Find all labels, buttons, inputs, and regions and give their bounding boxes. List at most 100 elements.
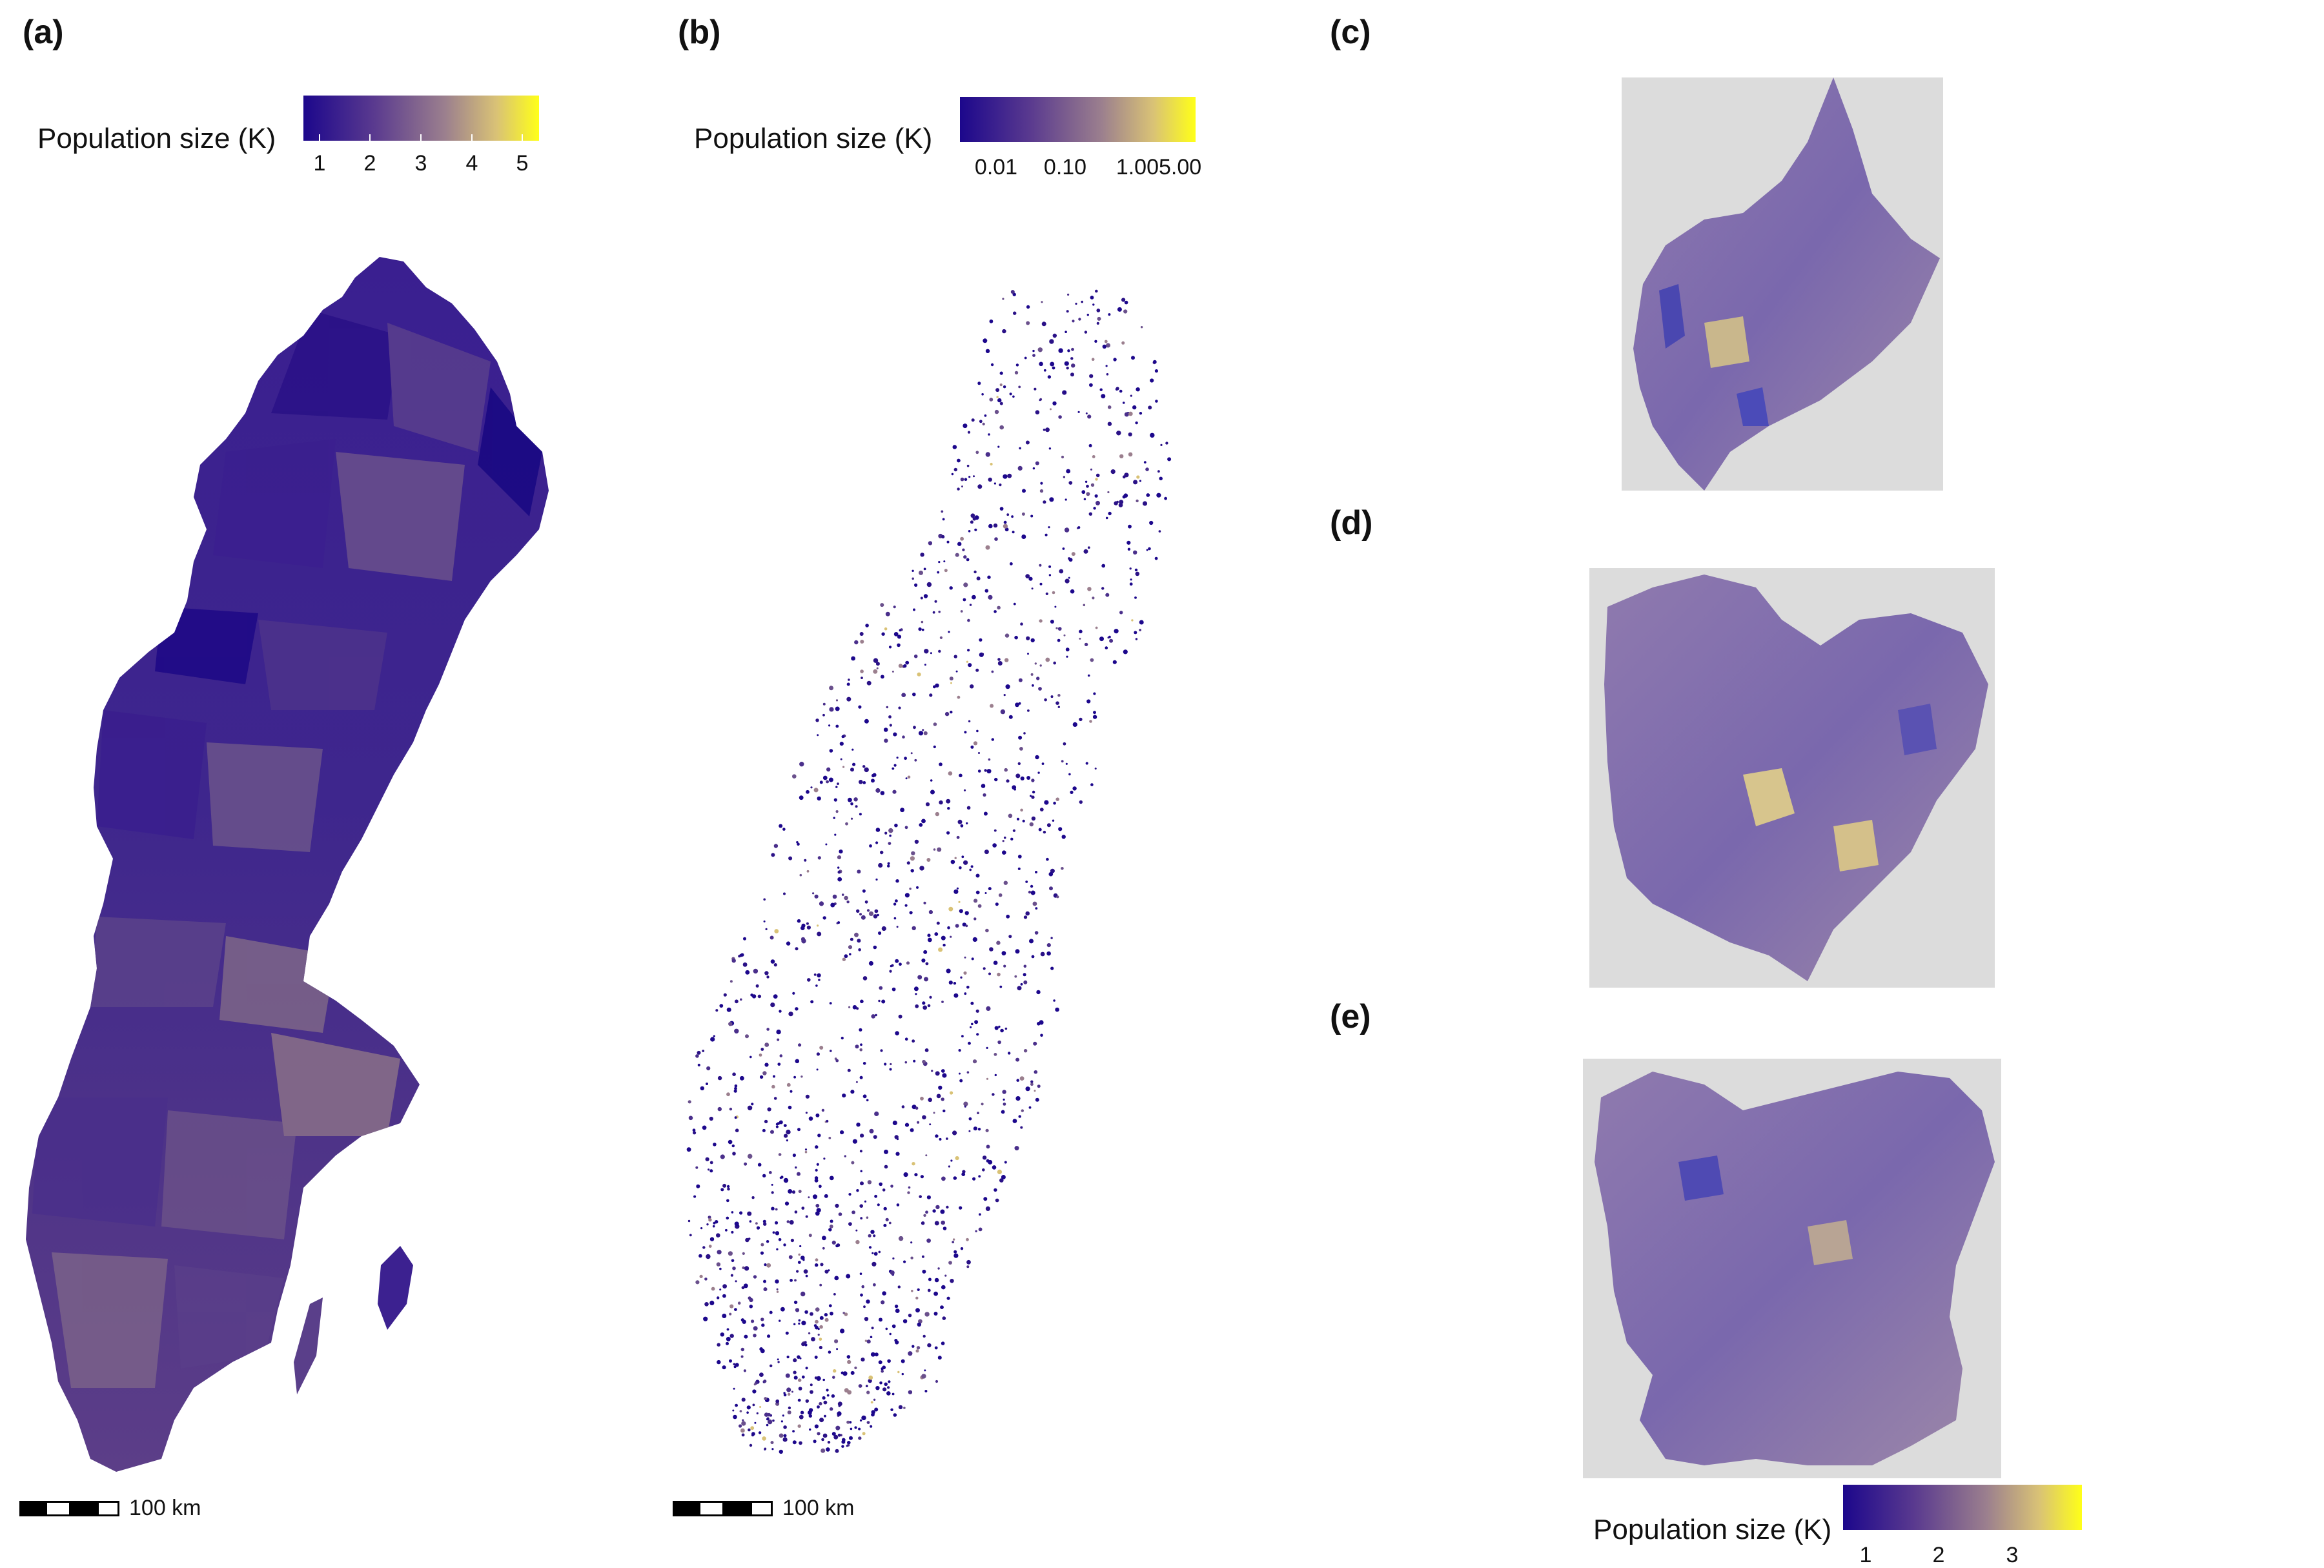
population-point bbox=[776, 1248, 779, 1251]
population-point bbox=[1023, 732, 1026, 735]
population-point bbox=[794, 1279, 797, 1282]
population-point bbox=[1043, 830, 1046, 834]
population-point bbox=[889, 970, 892, 973]
population-point bbox=[868, 911, 874, 916]
population-point bbox=[817, 1334, 820, 1336]
population-point bbox=[793, 1323, 796, 1325]
population-point bbox=[864, 1200, 867, 1203]
population-point bbox=[994, 1188, 997, 1192]
population-point bbox=[735, 1363, 739, 1367]
population-point bbox=[815, 984, 818, 987]
population-point bbox=[837, 855, 842, 860]
population-point bbox=[972, 1177, 976, 1181]
population-point bbox=[779, 824, 783, 828]
population-point bbox=[788, 856, 793, 860]
population-point bbox=[955, 1156, 959, 1161]
population-point bbox=[910, 1256, 913, 1259]
population-point bbox=[933, 722, 937, 726]
population-point bbox=[1057, 627, 1062, 631]
population-point bbox=[785, 1373, 790, 1378]
population-point bbox=[873, 669, 878, 674]
population-point bbox=[973, 899, 978, 903]
population-point bbox=[924, 1312, 930, 1317]
population-point bbox=[1046, 823, 1051, 828]
population-point bbox=[1086, 484, 1089, 488]
population-point bbox=[840, 1329, 845, 1334]
population-point bbox=[844, 1388, 849, 1393]
population-point bbox=[1014, 975, 1017, 978]
population-point bbox=[826, 780, 829, 784]
population-point bbox=[713, 1143, 717, 1146]
population-point bbox=[1003, 1103, 1006, 1106]
population-point bbox=[741, 1433, 745, 1437]
population-point bbox=[743, 1369, 746, 1372]
population-point bbox=[986, 1006, 991, 1011]
population-point bbox=[961, 1172, 966, 1176]
population-point bbox=[734, 1028, 739, 1034]
population-point bbox=[1097, 316, 1101, 321]
population-point bbox=[767, 1107, 771, 1112]
population-point bbox=[880, 791, 885, 795]
population-point bbox=[970, 1001, 974, 1005]
population-point bbox=[955, 670, 958, 673]
population-point bbox=[974, 1020, 979, 1024]
population-point bbox=[991, 738, 995, 741]
population-point bbox=[828, 724, 831, 727]
population-point bbox=[865, 1385, 868, 1388]
map-e-county bbox=[1595, 1072, 1995, 1465]
population-point bbox=[970, 745, 974, 749]
population-point bbox=[842, 1371, 848, 1376]
population-point bbox=[923, 731, 928, 735]
population-point bbox=[804, 1343, 808, 1347]
population-point bbox=[833, 1434, 839, 1440]
population-point bbox=[871, 779, 875, 783]
population-point bbox=[985, 1128, 989, 1132]
population-point bbox=[920, 553, 924, 557]
population-point bbox=[1094, 494, 1098, 498]
population-point bbox=[959, 909, 963, 913]
population-point bbox=[901, 1359, 905, 1363]
population-point bbox=[1126, 540, 1131, 545]
population-point bbox=[899, 962, 902, 966]
map-d-region bbox=[1589, 568, 1995, 988]
population-point bbox=[817, 924, 819, 927]
population-point bbox=[828, 1350, 831, 1354]
population-point bbox=[955, 924, 959, 928]
population-point bbox=[1015, 1057, 1020, 1062]
population-point bbox=[948, 906, 953, 911]
population-point bbox=[918, 627, 922, 631]
population-point bbox=[994, 409, 999, 414]
population-point bbox=[876, 667, 879, 669]
population-point bbox=[975, 1230, 977, 1233]
population-point bbox=[1107, 491, 1110, 494]
population-point bbox=[988, 595, 993, 600]
legend-e-title: Population size (K) bbox=[1593, 1514, 1832, 1545]
population-point bbox=[1087, 587, 1092, 591]
population-point bbox=[764, 1043, 770, 1047]
population-point bbox=[751, 1196, 755, 1199]
population-point bbox=[813, 788, 819, 793]
population-point bbox=[804, 1310, 808, 1314]
population-point bbox=[890, 1408, 893, 1411]
population-point bbox=[1112, 660, 1117, 664]
population-point bbox=[1036, 677, 1040, 680]
population-point bbox=[881, 1300, 885, 1305]
population-point bbox=[813, 1324, 817, 1327]
population-point bbox=[933, 685, 936, 689]
population-point bbox=[863, 1305, 866, 1308]
population-point bbox=[860, 1170, 862, 1172]
population-point bbox=[709, 1161, 713, 1165]
population-point bbox=[1013, 602, 1016, 606]
population-point bbox=[849, 1421, 852, 1424]
population-point bbox=[854, 1426, 857, 1429]
population-point bbox=[1106, 373, 1109, 376]
population-point bbox=[763, 920, 766, 922]
population-point bbox=[875, 1013, 877, 1017]
population-point bbox=[992, 1093, 995, 1096]
population-point bbox=[1037, 347, 1043, 352]
population-point bbox=[963, 789, 966, 791]
population-point bbox=[1032, 349, 1035, 352]
population-point bbox=[917, 1322, 922, 1327]
population-point bbox=[829, 1002, 832, 1004]
population-point bbox=[919, 1195, 922, 1198]
